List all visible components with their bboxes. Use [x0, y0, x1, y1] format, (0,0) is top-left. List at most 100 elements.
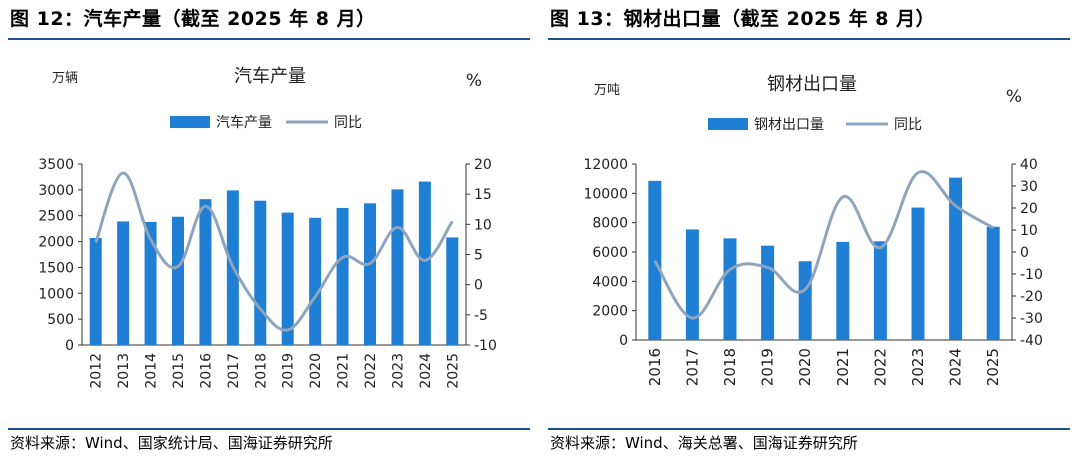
right-tick-label: 40 — [1020, 157, 1038, 173]
bar-2015 — [172, 216, 184, 345]
left-tick-label: 1500 — [38, 260, 74, 276]
right-axis-unit: % — [1006, 87, 1022, 107]
source-rule — [548, 428, 1070, 430]
x-tick-label: 2023 — [390, 353, 406, 389]
right-tick-label: -10 — [1020, 267, 1043, 283]
bar-2019 — [761, 245, 775, 340]
x-tick-label: 2014 — [144, 353, 160, 389]
left-tick-label: 2500 — [38, 209, 74, 225]
x-tick-label: 2018 — [253, 353, 269, 389]
left-tick-label: 12000 — [583, 157, 628, 173]
bar-2025 — [446, 237, 459, 345]
left-axis-unit: 万辆 — [52, 71, 78, 86]
left-axis-unit: 万吨 — [594, 83, 620, 98]
bar-2020 — [309, 217, 322, 345]
left-tick-label: 10000 — [583, 186, 628, 202]
x-tick-label: 2017 — [226, 353, 242, 389]
x-tick-label: 2024 — [947, 348, 965, 386]
right-tick-label: 0 — [1020, 245, 1029, 261]
bar-2018 — [254, 200, 267, 345]
right-tick-label: 5 — [474, 248, 483, 264]
left-tick-label: 1000 — [38, 286, 74, 302]
x-tick-label: 2021 — [834, 348, 852, 386]
x-tick-label: 2013 — [116, 353, 132, 389]
legend-bar-swatch — [708, 118, 748, 130]
legend-bar-label: 钢材出口量 — [754, 117, 824, 133]
chart-panel-car-production: 图 12：汽车产量（截至 2025 年 8 月） 汽车产量 万辆% 汽车产量 同比 0 5… — [8, 8, 530, 452]
bar-2020 — [798, 261, 812, 340]
legend-line-label: 同比 — [894, 117, 922, 133]
bar-2012 — [89, 237, 102, 345]
source-note: 资料来源：Wind、海关总署、国海证券研究所 — [550, 434, 858, 452]
bar-2023 — [911, 207, 925, 340]
x-tick-label: 2016 — [646, 348, 664, 386]
x-tick-label: 2025 — [984, 348, 1002, 386]
left-tick-label: 2000 — [38, 235, 74, 251]
source-rule — [8, 428, 530, 430]
x-tick-label: 2022 — [871, 348, 889, 386]
bar-2022 — [364, 203, 376, 345]
x-tick-label: 2017 — [683, 348, 701, 386]
chart-title: 汽车产量 — [234, 66, 306, 87]
right-tick-label: -40 — [1020, 333, 1043, 349]
left-tick-label: 6000 — [592, 245, 628, 261]
chart-panel-steel-export: 图 13：钢材出口量（截至 2025 年 8 月） 钢材出口量 万吨% 钢材出口量同… — [540, 0, 1080, 459]
left-tick-label: 2000 — [592, 304, 628, 320]
x-tick-label: 2020 — [308, 353, 324, 389]
bar-2013 — [117, 221, 130, 345]
right-tick-label: 20 — [1020, 201, 1038, 217]
legend-bar-swatch — [170, 116, 210, 128]
x-tick-label: 2020 — [796, 348, 814, 386]
bar-2017 — [685, 229, 699, 340]
bar-2014 — [144, 221, 157, 345]
bar-2018 — [723, 238, 737, 340]
left-tick-label: 0 — [65, 338, 74, 354]
figure-title: 图 13：钢材出口量（截至 2025 年 8 月） — [550, 8, 936, 30]
legend-bar-label: 汽车产量 — [216, 114, 272, 131]
x-tick-label: 2022 — [363, 353, 379, 389]
left-tick-label: 4000 — [592, 274, 628, 290]
bar-2021 — [836, 241, 850, 340]
x-tick-label: 2012 — [89, 353, 105, 389]
left-tick-label: 500 — [47, 312, 74, 328]
chart-title: 钢材出口量 — [767, 74, 857, 95]
x-tick-label: 2019 — [759, 348, 777, 386]
right-tick-label: -10 — [474, 338, 497, 354]
bar-2016 — [199, 199, 212, 345]
right-tick-label: 15 — [474, 187, 492, 203]
x-tick-label: 2023 — [909, 348, 927, 386]
right-tick-label: 0 — [474, 278, 483, 294]
legend-line-label: 同比 — [334, 115, 362, 131]
right-tick-label: -30 — [1020, 311, 1043, 327]
x-tick-label: 2021 — [336, 353, 352, 389]
bar-2025 — [986, 226, 1000, 340]
right-tick-label: 10 — [1020, 223, 1038, 239]
bar-2024 — [418, 181, 431, 345]
right-axis-unit: % — [466, 71, 482, 91]
left-tick-label: 8000 — [592, 216, 628, 232]
bar-2019 — [281, 212, 294, 345]
title-rule — [8, 38, 530, 40]
left-tick-label: 3500 — [38, 157, 74, 173]
x-tick-label: 2019 — [281, 353, 297, 389]
bar-2021 — [336, 207, 349, 345]
left-tick-label: 0 — [619, 333, 628, 349]
x-tick-label: 2025 — [445, 353, 461, 389]
x-tick-label: 2018 — [721, 348, 739, 386]
left-tick-label: 3000 — [38, 183, 74, 199]
title-rule — [548, 38, 1070, 40]
right-tick-label: 30 — [1020, 179, 1038, 195]
right-tick-label: 10 — [474, 217, 492, 233]
figure-title: 图 12：汽车产量（截至 2025 年 8 月） — [10, 8, 376, 30]
bar-2024 — [949, 177, 963, 340]
x-tick-label: 2024 — [418, 353, 434, 389]
source-note: 资料来源：Wind、国家统计局、国海证券研究所 — [10, 434, 333, 452]
bar-2022 — [873, 241, 887, 340]
x-tick-label: 2016 — [198, 353, 214, 389]
x-tick-label: 2015 — [171, 353, 187, 389]
right-tick-label: -5 — [474, 308, 488, 324]
right-tick-label: -20 — [1020, 289, 1043, 305]
bar-2016 — [648, 180, 662, 340]
